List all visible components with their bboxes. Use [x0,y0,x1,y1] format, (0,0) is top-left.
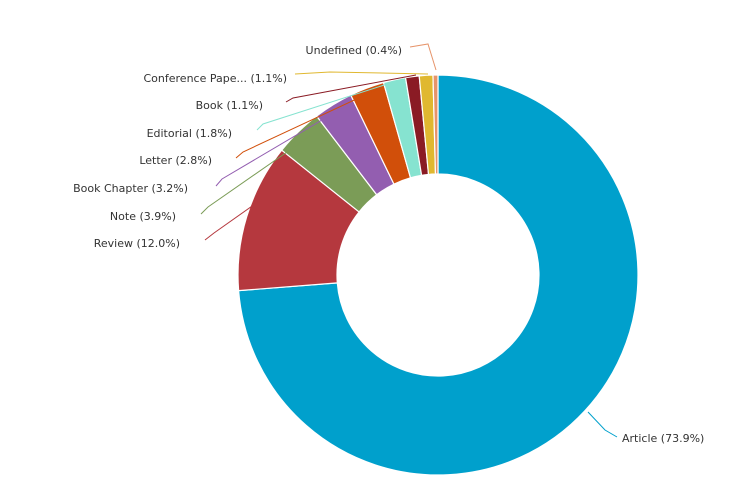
leader-line-6 [256,78,404,131]
slice-label-3: Note (3.9%) [110,210,176,223]
leader-lines-layer [200,43,618,438]
leader-line-5 [235,87,381,159]
slice-label-5: Letter (2.8%) [139,154,212,167]
slice-label-1: Article (73.9%) [622,432,704,445]
slice-label-7: Book (1.1%) [196,99,263,112]
slice-label-6: Editorial (1.8%) [147,127,232,140]
leader-line-9 [409,43,437,71]
leader-line-2 [204,198,263,241]
slice-label-8: Conference Pape... (1.1%) [144,72,288,85]
leader-line-1 [587,411,618,438]
labels-layer: Article (73.9%) Review (12.0%) Note (3.9%)… [73,44,704,445]
slice-label-4: Book Chapter (3.2%) [73,182,188,195]
slice-label-2: Review (12.0%) [94,237,180,250]
leader-line-3 [200,135,311,215]
slice-label-9: Undefined (0.4%) [306,44,402,57]
pie-slice-9[interactable] [432,74,439,175]
leader-line-7 [285,74,417,103]
leader-line-4 [215,103,350,187]
slices-layer [237,74,639,476]
pie-slice-1[interactable] [237,74,639,476]
leader-line-8 [294,71,429,75]
